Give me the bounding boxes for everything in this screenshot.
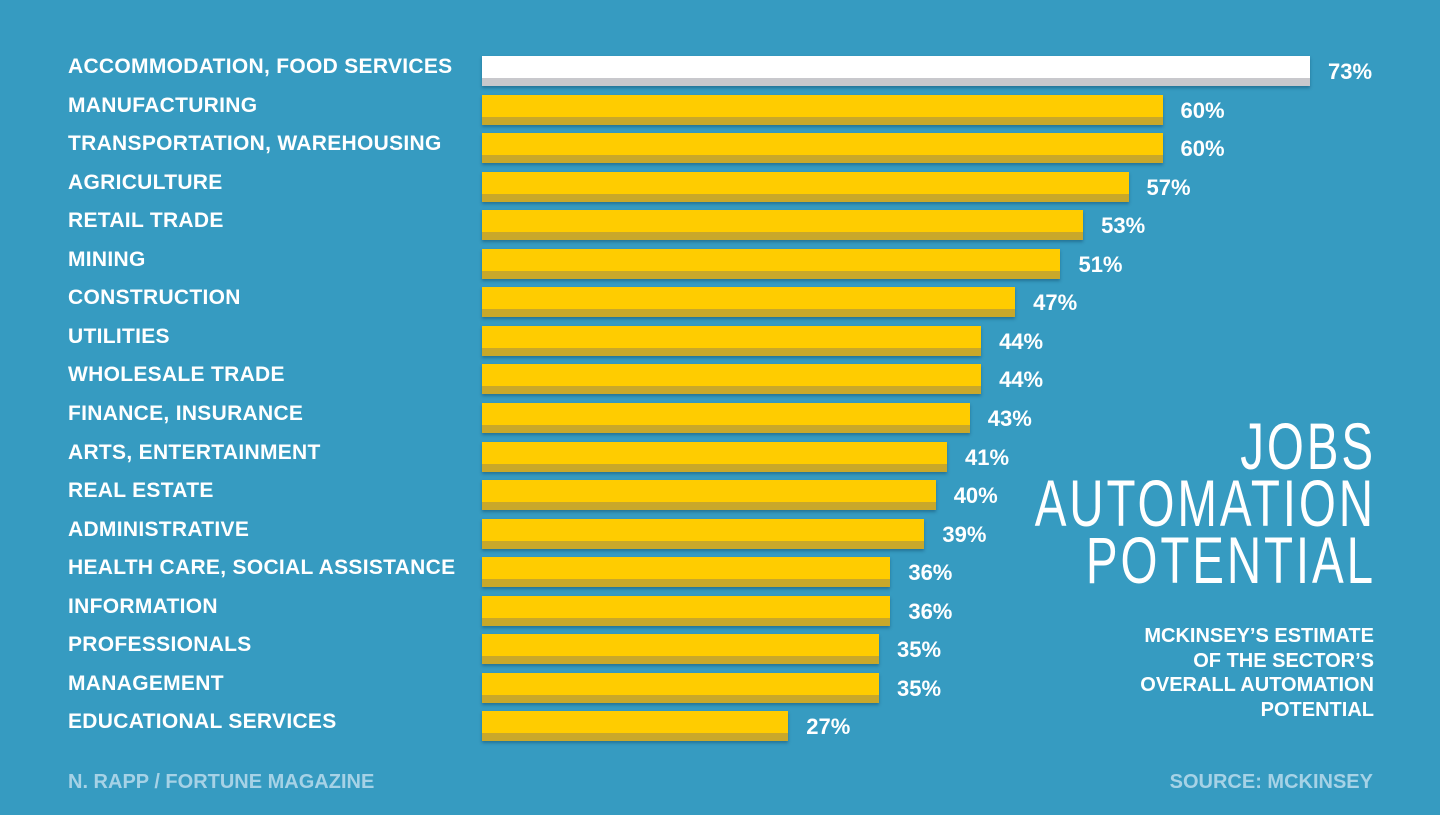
bar-shade bbox=[482, 116, 1163, 125]
category-label: WHOLESALE TRADE bbox=[68, 363, 285, 387]
source-text: SOURCE: MCKINSEY bbox=[1169, 771, 1373, 793]
subtitle-line: OVERALL AUTOMATION bbox=[1140, 674, 1374, 696]
bar bbox=[482, 672, 879, 703]
value-label: 36% bbox=[908, 560, 953, 586]
category-label: RETAIL TRADE bbox=[68, 209, 224, 233]
category-label: MANAGEMENT bbox=[68, 671, 224, 695]
bar bbox=[482, 634, 879, 665]
value-label: 41% bbox=[965, 444, 1010, 470]
bar bbox=[482, 248, 1061, 279]
bar-shade bbox=[482, 656, 879, 665]
value-label: 35% bbox=[896, 637, 942, 663]
value-label: 60% bbox=[1180, 136, 1225, 162]
bar bbox=[482, 402, 970, 433]
bar bbox=[482, 711, 789, 742]
category-label: MINING bbox=[68, 247, 146, 271]
title-line: JOBS bbox=[1240, 409, 1376, 483]
value-label: 44% bbox=[999, 367, 1044, 393]
category-label: HEALTH CARE, SOCIAL ASSISTANCE bbox=[68, 556, 456, 580]
bar-shade bbox=[482, 424, 970, 433]
bar-shade bbox=[482, 78, 1310, 86]
category-label: INFORMATION bbox=[68, 594, 218, 618]
subtitle-line: MCKINSEY’S ESTIMATE bbox=[1144, 625, 1374, 647]
bar bbox=[482, 56, 1310, 86]
category-label: CONSTRUCTION bbox=[68, 286, 241, 310]
bar bbox=[482, 441, 948, 472]
chart-subtitle: MCKINSEY’S ESTIMATE OF THE SECTOR’S OVER… bbox=[1140, 624, 1374, 722]
value-label: 39% bbox=[942, 521, 987, 547]
category-label: ADMINISTRATIVE bbox=[68, 517, 250, 541]
bar-shade bbox=[482, 232, 1084, 241]
chart-title: JOBS AUTOMATION POTENTIAL bbox=[1034, 409, 1376, 597]
bar-shade bbox=[482, 540, 925, 549]
subtitle-line: POTENTIAL bbox=[1260, 698, 1374, 721]
bar bbox=[482, 210, 1084, 241]
bar-shade bbox=[482, 155, 1163, 164]
bar-shade bbox=[482, 193, 1129, 202]
bar bbox=[482, 133, 1163, 164]
value-label: 51% bbox=[1078, 251, 1123, 277]
bar bbox=[482, 518, 925, 549]
category-label: ARTS, ENTERTAINMENT bbox=[68, 440, 321, 464]
category-label: AGRICULTURE bbox=[68, 170, 223, 194]
bar-shade bbox=[482, 386, 982, 395]
category-label: TRANSPORTATION, WAREHOUSING bbox=[68, 132, 442, 156]
bar-shade bbox=[482, 347, 982, 356]
value-label: 47% bbox=[1033, 290, 1078, 316]
bar-shade bbox=[482, 270, 1061, 279]
bar bbox=[482, 595, 891, 626]
bar-shade bbox=[482, 733, 789, 742]
bar bbox=[482, 94, 1163, 125]
bar bbox=[482, 325, 982, 356]
credit-text: N. RAPP / FORTUNE MAGAZINE bbox=[68, 771, 375, 793]
bar bbox=[482, 480, 936, 511]
bar-shade bbox=[482, 502, 936, 511]
category-label: MANUFACTURING bbox=[68, 93, 258, 117]
bar bbox=[482, 557, 891, 588]
bar-shade bbox=[482, 617, 891, 626]
value-label: 44% bbox=[999, 328, 1044, 354]
bar-shade bbox=[482, 463, 948, 472]
title-line: POTENTIAL bbox=[1086, 523, 1376, 597]
bar bbox=[482, 364, 982, 395]
value-label: 57% bbox=[1146, 174, 1191, 200]
value-label: 36% bbox=[908, 598, 953, 624]
value-label: 53% bbox=[1101, 213, 1146, 239]
subtitle-line: OF THE SECTOR’S bbox=[1193, 649, 1374, 672]
category-label: FINANCE, INSURANCE bbox=[68, 401, 304, 425]
title-line: AUTOMATION bbox=[1034, 466, 1376, 540]
bar bbox=[482, 287, 1016, 318]
category-label: EDUCATIONAL SERVICES bbox=[68, 710, 337, 734]
category-label: REAL ESTATE bbox=[68, 479, 214, 503]
value-label: 73% bbox=[1328, 59, 1373, 84]
value-label: 27% bbox=[806, 714, 851, 740]
category-label: ACCOMMODATION, FOOD SERVICES bbox=[68, 55, 453, 78]
bar-shade bbox=[482, 309, 1016, 318]
value-label: 60% bbox=[1180, 97, 1225, 123]
category-label: UTILITIES bbox=[68, 324, 170, 348]
bar-shade bbox=[482, 579, 891, 588]
value-label: 35% bbox=[896, 675, 942, 701]
bar bbox=[482, 171, 1129, 202]
category-label: PROFESSIONALS bbox=[68, 633, 252, 657]
value-label: 43% bbox=[987, 405, 1032, 431]
value-label: 40% bbox=[953, 483, 998, 509]
bar-shade bbox=[482, 694, 879, 703]
